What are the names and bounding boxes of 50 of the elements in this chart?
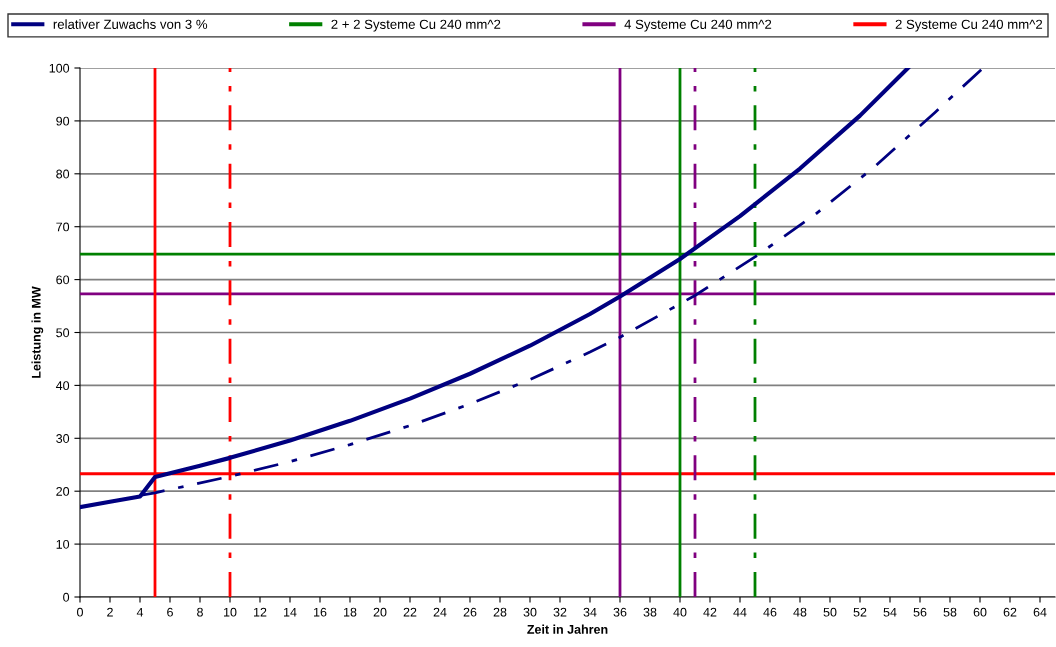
x-tick-label: 50 (823, 607, 837, 617)
y-tick-label: 40 (55, 381, 70, 391)
y-tick-label: 60 (56, 275, 70, 285)
x-tick-label: 52 (853, 607, 867, 617)
x-tick-label: 62 (1003, 607, 1017, 617)
x-tick-label: 64 (1033, 607, 1047, 617)
x-tick-label: 14 (284, 607, 297, 617)
x-tick-label: 40 (673, 607, 687, 617)
x-tick-label: 44 (733, 607, 747, 617)
x-tick-label: 12 (254, 607, 267, 617)
x-tick-label: 32 (553, 607, 567, 617)
y-tick-label: 90 (56, 116, 70, 126)
legend-label: 2 Systeme Cu 240 mm^2 (895, 19, 1043, 32)
x-tick-label: 6 (167, 607, 173, 617)
x-tick-label: 56 (913, 607, 927, 617)
x-tick-label: 24 (433, 607, 447, 617)
x-tick-label: 8 (197, 607, 203, 617)
x-tick-label: 4 (136, 607, 144, 617)
y-tick-label: 70 (56, 222, 70, 232)
x-tick-label: 34 (583, 607, 597, 617)
y-tick-label: 20 (56, 487, 70, 496)
x-tick-label: 22 (403, 607, 417, 617)
y-tick-label: 50 (56, 328, 70, 338)
x-tick-label: 20 (373, 607, 387, 617)
y-axis-title: Leistung in MW (31, 286, 44, 378)
x-tick-label: 30 (523, 607, 537, 617)
x-tick-label: 2 (107, 607, 113, 617)
x-tick-label: 16 (314, 607, 327, 617)
legend-label: relativer Zuwachs von 3 % (53, 19, 208, 29)
x-tick-label: 58 (943, 607, 957, 617)
x-tick-label: 60 (973, 607, 987, 617)
x-tick-label: 18 (344, 607, 357, 617)
x-tick-label: 28 (493, 607, 507, 617)
x-tick-label: 36 (613, 607, 627, 617)
x-axis-title: Zeit in Jahren (527, 624, 608, 634)
y-tick-label: 10 (56, 539, 70, 549)
x-tick-label: 0 (77, 607, 83, 617)
x-tick-label: 26 (463, 607, 477, 617)
legend-label: 2 + 2 Systeme Cu 240 mm^2 (331, 19, 501, 32)
x-tick-label: 48 (793, 607, 807, 617)
y-tick-label: 0 (63, 592, 70, 602)
x-tick-label: 42 (703, 607, 717, 617)
x-tick-label: 38 (643, 607, 657, 617)
legend-label: 4 Systeme Cu 240 mm^2 (624, 19, 772, 32)
x-tick-label: 46 (763, 607, 777, 617)
x-tick-label: 10 (224, 607, 237, 617)
y-tick-label: 80 (56, 169, 70, 179)
x-tick-label: 54 (883, 607, 897, 617)
y-tick-label: 100 (49, 63, 70, 73)
y-tick-label: 30 (56, 434, 70, 443)
